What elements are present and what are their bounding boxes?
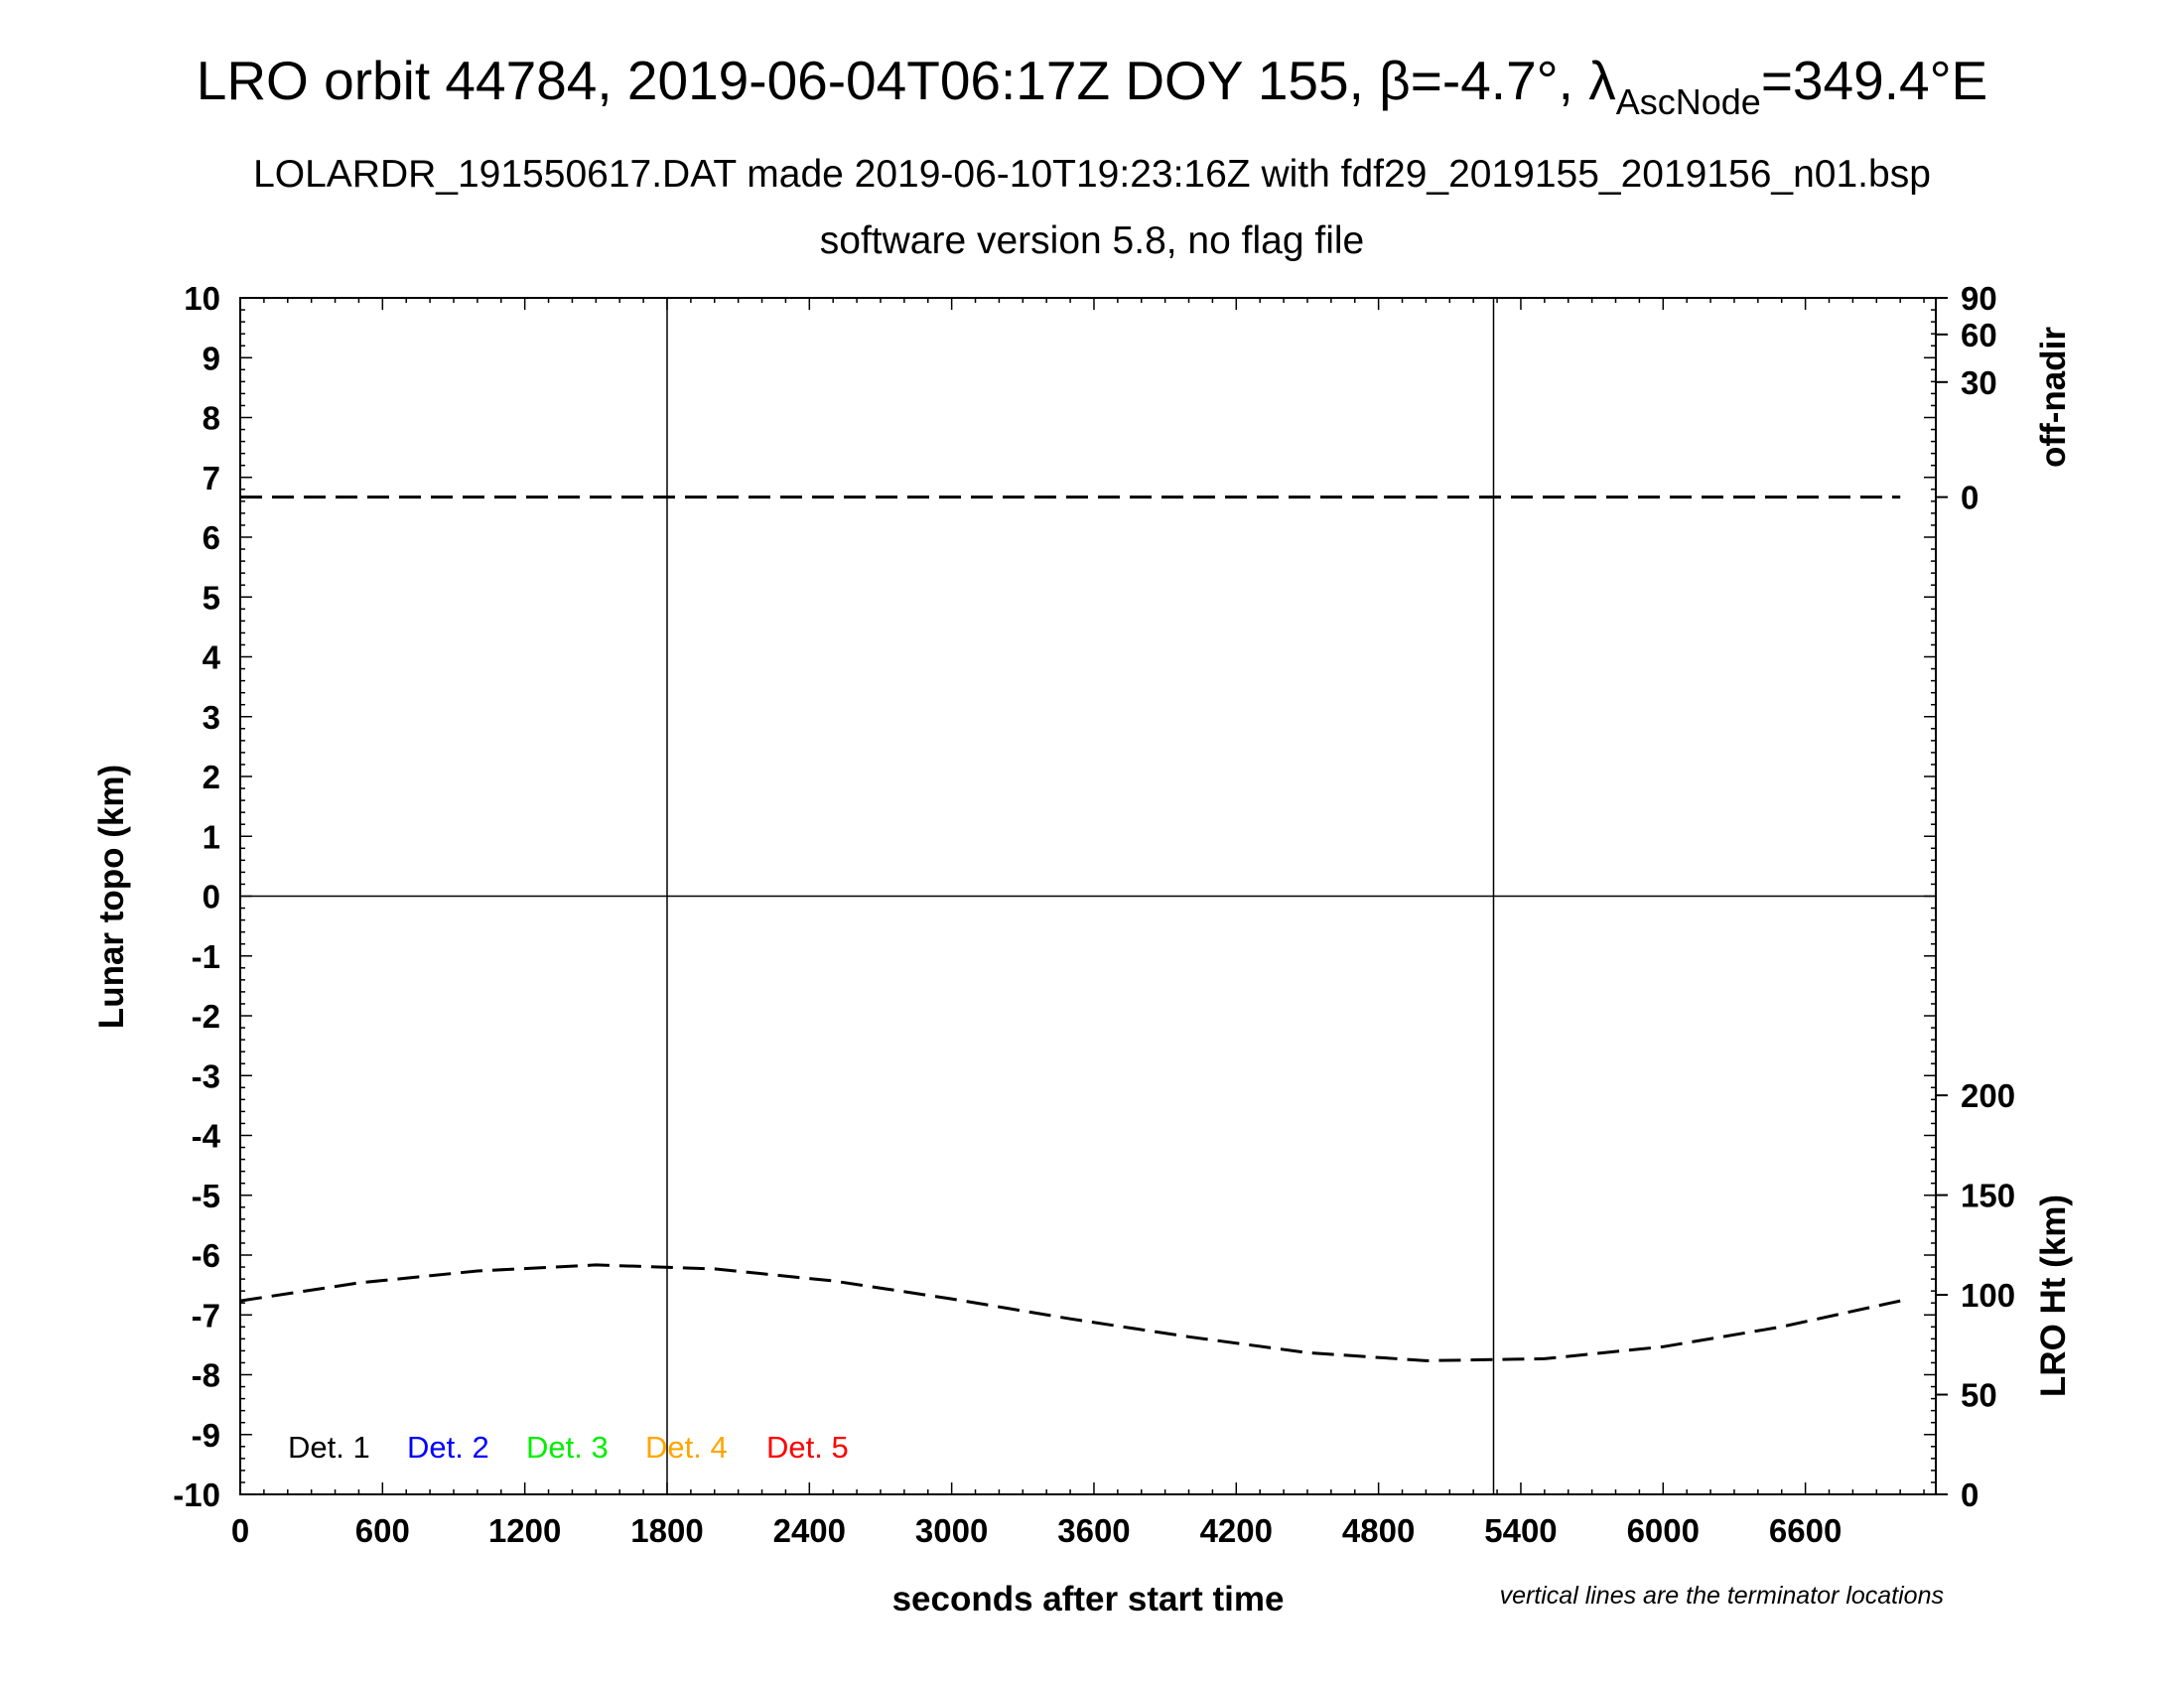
chart-title-suffix: =349.4°E xyxy=(1761,50,1987,111)
x-tick-label: 0 xyxy=(231,1512,249,1549)
series-layer xyxy=(239,495,1901,1362)
x-tick-label: 2400 xyxy=(773,1512,846,1549)
legend-det-3: Det. 3 xyxy=(526,1430,609,1465)
y-tick-label-right-top: 0 xyxy=(1961,480,1979,516)
y-tick-label-left: -1 xyxy=(192,938,220,975)
x-tick-label: 600 xyxy=(355,1512,410,1549)
y-tick-label-left: -7 xyxy=(192,1297,220,1334)
y-tick-label-right-bottom: 100 xyxy=(1961,1277,2015,1314)
chart-subtitle-1: LOLARDR_191550617.DAT made 2019-06-10T19… xyxy=(253,153,1931,196)
y-tick-label-left: -4 xyxy=(192,1118,221,1155)
x-tick-label: 3600 xyxy=(1057,1512,1130,1549)
y-tick-label-right-bottom: 0 xyxy=(1961,1477,1979,1513)
chart-subtitle-2: software version 5.8, no flag file xyxy=(820,219,1364,262)
y-tick-label-left: 1 xyxy=(203,818,220,855)
y-tick-label-right-top: 60 xyxy=(1961,317,1997,353)
y-tick-label-left: -3 xyxy=(192,1057,220,1094)
x-tick-label: 4800 xyxy=(1342,1512,1415,1549)
y-tick-label-left: 7 xyxy=(203,460,220,496)
x-tick-label: 1200 xyxy=(488,1512,561,1549)
x-tick-label: 4200 xyxy=(1200,1512,1273,1549)
chart-title: LRO orbit 44784, 2019-06-04T06:17Z DOY 1… xyxy=(197,50,1988,122)
series-line-lro-height xyxy=(239,1263,1901,1362)
y-tick-label-left: 4 xyxy=(203,639,221,676)
y-tick-label-left: 8 xyxy=(203,400,220,437)
y-tick-label-right-bottom: 50 xyxy=(1961,1377,1997,1414)
legend-det-5: Det. 5 xyxy=(766,1430,849,1465)
chart-title-main: LRO orbit 44784, 2019-06-04T06:17Z DOY 1… xyxy=(197,50,1616,111)
y-tick-label-left: -10 xyxy=(173,1477,220,1513)
x-tick-label: 6000 xyxy=(1627,1512,1700,1549)
x-tick-label: 6600 xyxy=(1769,1512,1842,1549)
y-tick-label-left: 3 xyxy=(203,699,220,736)
y-tick-label-left: 6 xyxy=(203,519,220,556)
y-axis-label-left: Lunar topo (km) xyxy=(92,765,131,1029)
legend: Det. 1 Det. 2 Det. 3 Det. 4 Det. 5 xyxy=(288,1430,849,1465)
y-tick-label-left: 5 xyxy=(203,579,220,616)
y-tick-label-left: -8 xyxy=(192,1357,220,1394)
y-tick-label-left: 0 xyxy=(203,879,220,915)
y-tick-label-left: -2 xyxy=(192,998,220,1035)
legend-det-1: Det. 1 xyxy=(288,1430,370,1465)
y-tick-label-right-top: 30 xyxy=(1961,364,1997,401)
y-tick-label-left: 2 xyxy=(203,759,220,795)
legend-det-4: Det. 4 xyxy=(645,1430,728,1465)
x-tick-labels: 0 600 1200 1800 2400 3000 3600 4200 4800 5400 6000… xyxy=(231,1512,1843,1549)
y-tick-label-right-bottom: 150 xyxy=(1961,1178,2015,1214)
legend-det-2: Det. 2 xyxy=(407,1430,489,1465)
y-axis-label-right-bottom: LRO Ht (km) xyxy=(2034,1195,2073,1397)
chart-title-subscript: AscNode xyxy=(1616,81,1761,122)
y-tick-label-left: -6 xyxy=(192,1237,220,1274)
y-axis-label-right-top: off-nadir xyxy=(2034,327,2073,468)
x-tick-label: 3000 xyxy=(915,1512,988,1549)
y-tick-label-left: -9 xyxy=(192,1417,220,1454)
y-tick-label-right-bottom: 200 xyxy=(1961,1077,2015,1114)
y-tick-label-left: 9 xyxy=(203,340,220,376)
gridlines xyxy=(240,298,1936,1494)
y-tick-label-right-top: 90 xyxy=(1961,280,1997,317)
y-tick-label-left: -5 xyxy=(192,1178,220,1214)
x-tick-label: 5400 xyxy=(1484,1512,1557,1549)
x-tick-label: 1800 xyxy=(630,1512,703,1549)
x-axis-label: seconds after start time xyxy=(892,1580,1285,1618)
terminator-note: vertical lines are the terminator locati… xyxy=(1500,1582,1944,1610)
y-tick-label-left: 10 xyxy=(184,280,220,317)
minor-ticks xyxy=(239,297,1936,1495)
